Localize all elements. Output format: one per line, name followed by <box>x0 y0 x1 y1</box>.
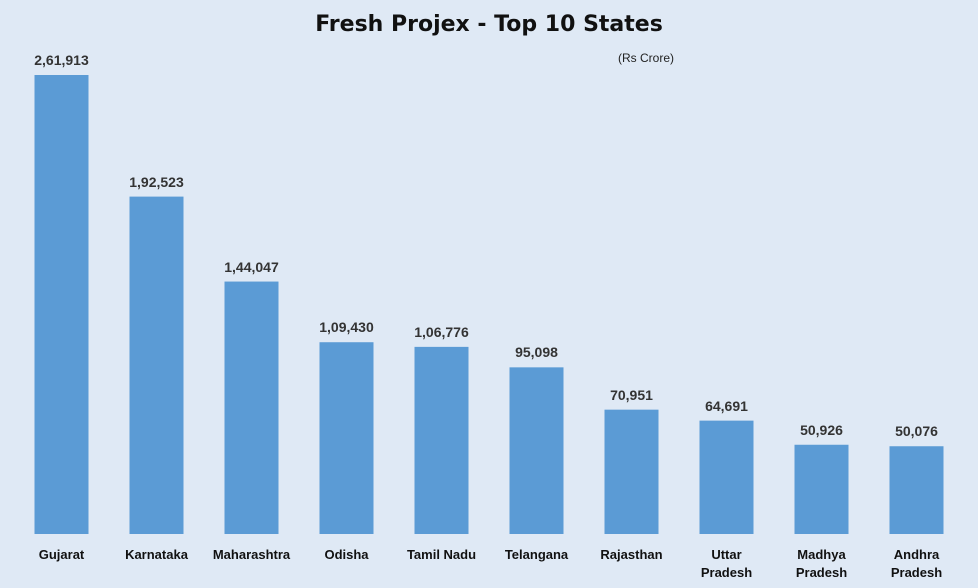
x-tick-label: Maharashtra <box>212 547 291 562</box>
x-tick-label: Uttar Pradesh <box>700 547 753 580</box>
x-tick-label: Madhya Pradesh <box>795 547 848 580</box>
x-tick-label: Karnataka <box>125 547 188 562</box>
x-tick-label: Andhra Pradesh <box>890 547 943 580</box>
data-label: 1,92,523 <box>129 173 184 190</box>
bar <box>414 346 469 534</box>
bar <box>794 444 849 534</box>
data-label: 50,926 <box>800 421 843 438</box>
data-label: 1,44,047 <box>224 258 279 275</box>
chart-title: Fresh Projex - Top 10 States <box>315 12 663 37</box>
data-label: 1,06,776 <box>414 323 469 340</box>
bar <box>604 409 659 534</box>
data-label: 64,691 <box>705 397 748 414</box>
data-label: 2,61,913 <box>34 52 89 68</box>
data-label: 50,076 <box>895 423 938 440</box>
bar <box>319 342 374 534</box>
x-tick-label: Rajasthan <box>600 547 663 562</box>
data-label: 1,09,430 <box>319 319 374 336</box>
bar <box>509 367 564 534</box>
x-tick-label: Telangana <box>504 547 569 562</box>
data-label: 95,098 <box>515 344 558 361</box>
x-tick-label: Odisha <box>324 547 369 562</box>
bar <box>889 446 944 534</box>
bar <box>699 420 754 534</box>
chart-subtitle: (Rs Crore) <box>618 51 674 65</box>
x-tick-label: Tamil Nadu <box>406 547 477 562</box>
bar <box>224 281 279 534</box>
x-tick-label: Gujarat <box>38 547 85 562</box>
bar <box>34 75 89 534</box>
bar <box>129 196 184 535</box>
data-label: 70,951 <box>610 386 653 403</box>
